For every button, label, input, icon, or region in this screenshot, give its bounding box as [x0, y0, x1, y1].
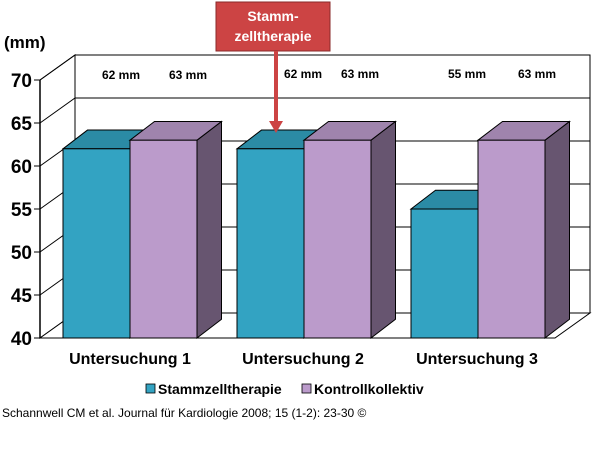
legend-swatch: [301, 383, 312, 394]
legend-label: Stammzelltherapie: [158, 381, 282, 397]
source-citation: Schannwell CM et al. Journal für Kardiol…: [2, 406, 367, 420]
y-tick-label: 55: [11, 200, 33, 221]
x-tick-label: Untersuchung 3: [416, 351, 538, 368]
y-tick-label: 50: [11, 243, 32, 264]
data-label: 62 mm: [284, 67, 322, 81]
x-tick-label: Untersuchung 1: [69, 351, 191, 368]
legend-swatch: [145, 383, 156, 394]
data-label: 62 mm: [102, 68, 140, 82]
annotation-label: zelltherapie: [234, 28, 311, 44]
bar-side: [196, 120, 222, 340]
data-label: 63 mm: [169, 68, 207, 82]
bar: [129, 139, 198, 339]
y-tick-label: 65: [11, 114, 33, 135]
legend-label: Kontrollkollektiv: [314, 381, 424, 397]
bar: [303, 139, 372, 339]
data-label: 63 mm: [341, 67, 379, 81]
bar-side: [544, 120, 570, 340]
y-tick-label: 40: [11, 329, 32, 350]
annotation-arrow-head: [269, 121, 283, 133]
annotation-label: Stamm-: [247, 8, 299, 24]
bar: [236, 148, 305, 339]
gridline: [39, 54, 590, 81]
bar-side: [370, 120, 396, 340]
data-label: 63 mm: [518, 67, 556, 81]
y-tick-label: 70: [11, 71, 32, 92]
bar: [62, 148, 131, 339]
y-tick-label: 45: [11, 286, 33, 307]
bar: [477, 139, 546, 339]
y-tick-label: 60: [11, 157, 32, 178]
data-label: 55 mm: [448, 67, 486, 81]
y-axis-label: (mm): [4, 33, 46, 52]
x-tick-label: Untersuchung 2: [242, 351, 364, 368]
annotation-box: [215, 1, 331, 52]
gridline: [39, 97, 590, 124]
bar: [410, 208, 479, 339]
